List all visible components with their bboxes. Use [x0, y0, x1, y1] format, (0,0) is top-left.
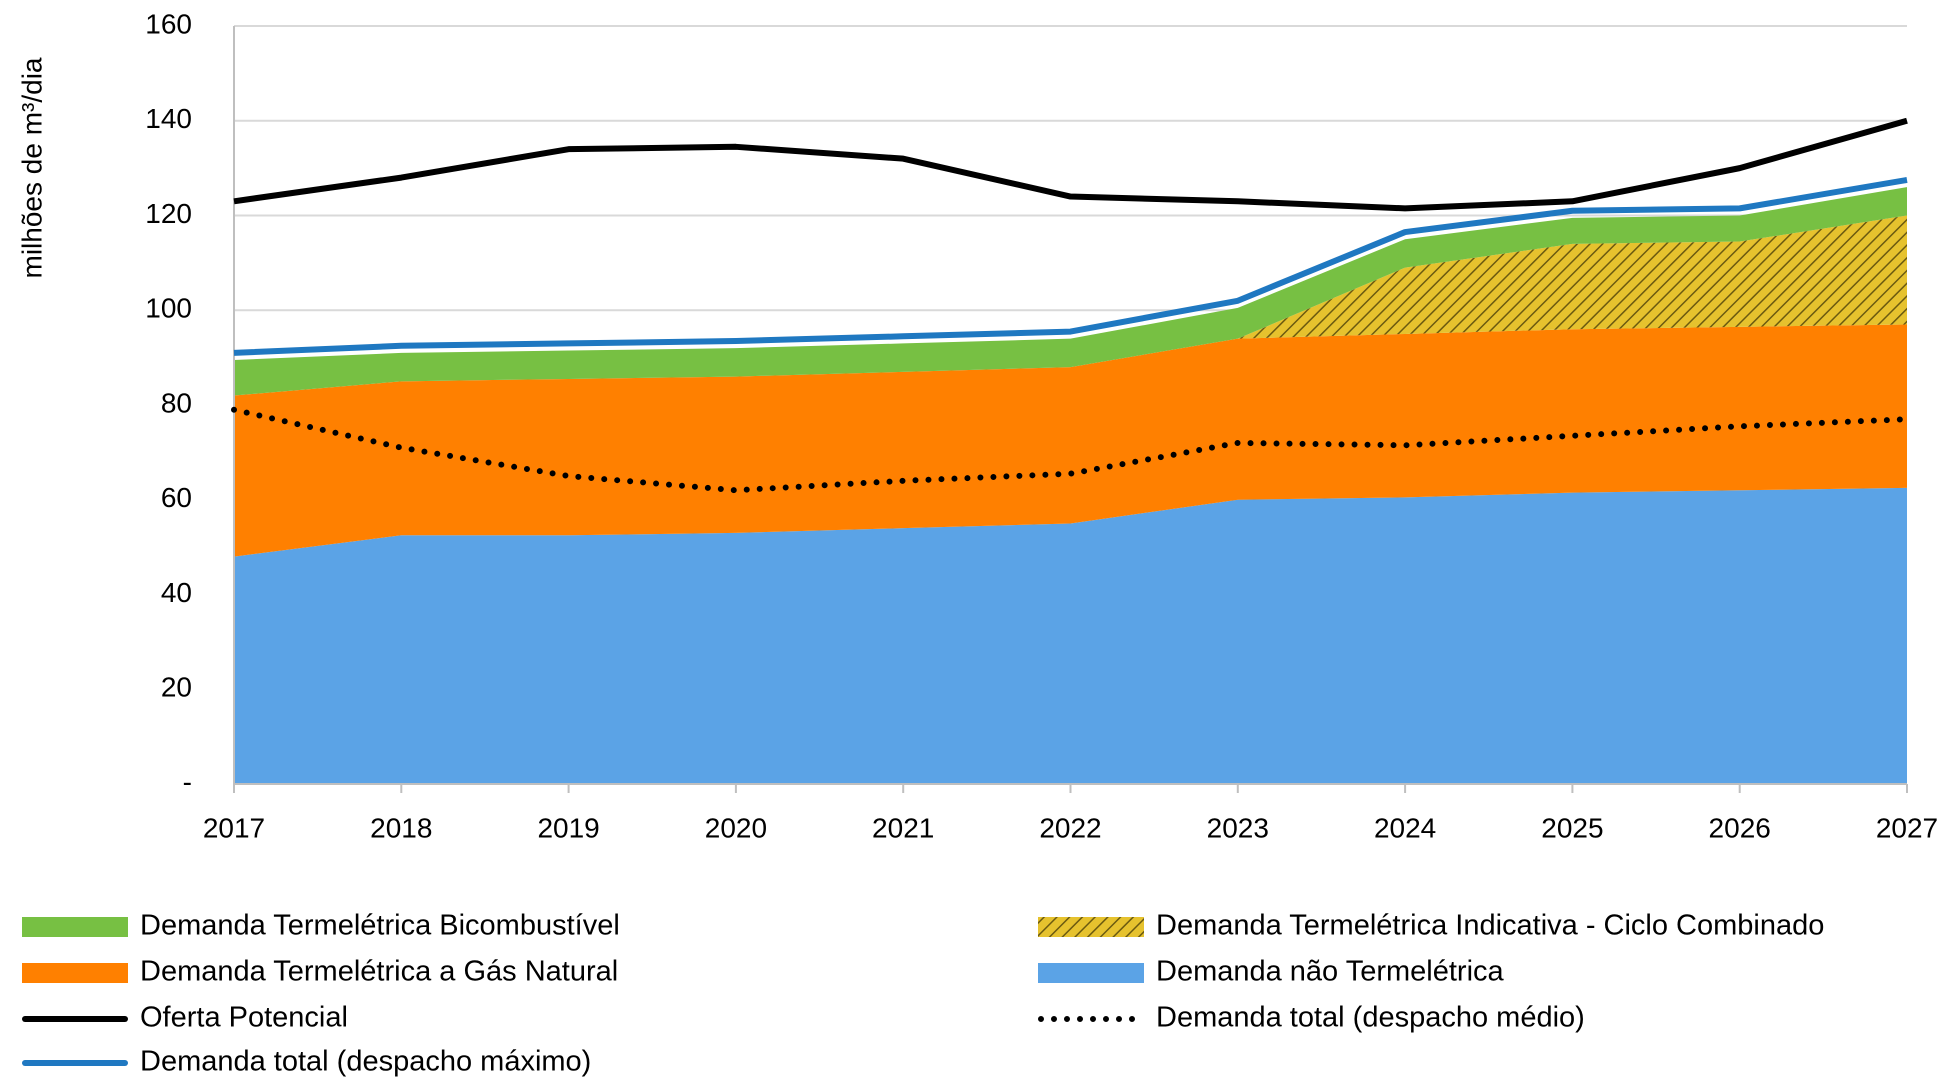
legend-label: Demanda Termelétrica Indicativa - Ciclo … [1156, 910, 1824, 942]
line [233, 117, 1908, 212]
x-tick-label: 2023 [1207, 812, 1269, 843]
legend-label: Oferta Potencial [140, 1002, 348, 1034]
y-tick-label: 80 [161, 387, 192, 418]
legend-label: Demanda Termelétrica Bicombustível [140, 910, 620, 942]
y-tick-label: 120 [145, 198, 192, 229]
x-tick-label: 2018 [370, 812, 432, 843]
y-tick-label: - [183, 766, 192, 797]
legend: Demanda Termelétrica Bicombustível Demand… [22, 910, 1824, 1078]
line [231, 406, 1910, 494]
legend-swatch [1038, 963, 1144, 983]
x-tick-label: 2017 [203, 812, 265, 843]
x-tick-label: 2025 [1541, 812, 1603, 843]
x-tick-label: 2021 [872, 812, 934, 843]
x-tick-label: 2020 [705, 812, 767, 843]
legend-label: Demanda não Termelétrica [1156, 956, 1505, 988]
y-axis-title: milhões de m³/dia [16, 57, 47, 278]
legend-label: Demanda total (despacho médio) [1156, 1002, 1585, 1034]
x-tick-label: 2024 [1374, 812, 1436, 843]
x-tick-label: 2022 [1039, 812, 1101, 843]
y-tick-label: 20 [161, 672, 192, 703]
area [234, 215, 1907, 396]
area [234, 487, 1907, 784]
x-tick-label: 2026 [1709, 812, 1771, 843]
legend-swatch [22, 963, 128, 983]
legend-swatch [1038, 917, 1144, 937]
y-tick-label: 160 [145, 8, 192, 39]
x-tick-label: 2019 [537, 812, 599, 843]
x-tick-label: 2027 [1876, 812, 1938, 843]
y-tick-label: 40 [161, 577, 192, 608]
area [234, 187, 1907, 396]
area [234, 324, 1907, 557]
y-tick-label: 100 [145, 293, 192, 324]
legend-swatch [22, 917, 128, 937]
line [233, 177, 1908, 356]
legend-label: Demanda Termelétrica a Gás Natural [140, 956, 618, 988]
legend-label: Demanda total (despacho máximo) [140, 1046, 591, 1078]
y-tick-label: 140 [145, 103, 192, 134]
y-tick-label: 60 [161, 482, 192, 513]
